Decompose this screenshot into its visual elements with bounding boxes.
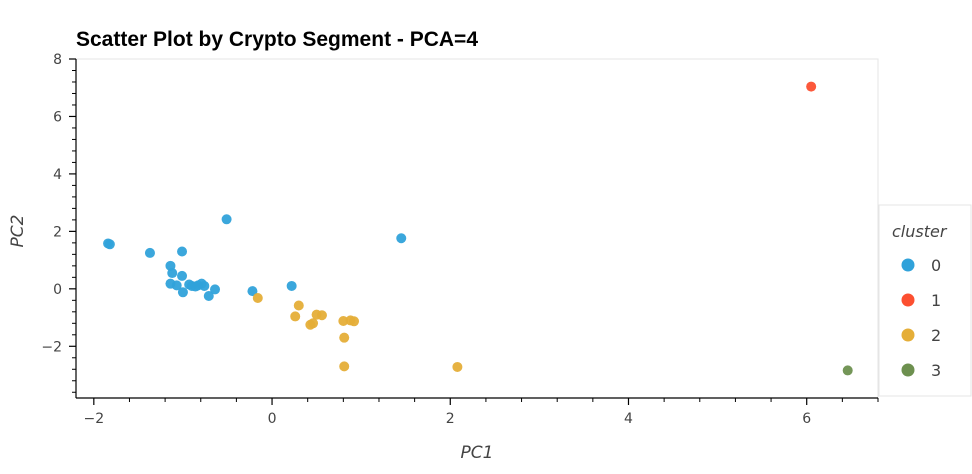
legend-label: 3 <box>931 361 941 380</box>
data-point-cluster-0 <box>104 239 115 250</box>
y-tick-label: 4 <box>53 167 62 183</box>
data-point-cluster-0 <box>286 280 297 291</box>
data-point-cluster-0 <box>167 268 178 279</box>
chart-title: Scatter Plot by Crypto Segment - PCA=4 <box>76 28 478 51</box>
y-axis: −2 0 2 4 6 8 <box>41 52 77 398</box>
legend-swatch <box>901 363 915 377</box>
data-point-cluster-0 <box>396 233 407 244</box>
x-tick-label: 4 <box>624 411 633 427</box>
y-axis-label: PC2 <box>8 215 28 248</box>
data-point-cluster-0 <box>177 246 188 257</box>
y-tick-label: 0 <box>53 282 62 298</box>
data-point-cluster-2 <box>316 310 327 321</box>
data-point-cluster-0 <box>247 286 258 297</box>
x-tick-label: 6 <box>802 411 811 427</box>
data-point-cluster-0 <box>144 247 155 258</box>
data-point-cluster-2 <box>452 361 463 372</box>
legend-box <box>878 204 972 397</box>
x-tick-label: −2 <box>84 411 105 427</box>
y-tick-label: 6 <box>53 109 62 125</box>
x-tick-label: 0 <box>268 411 277 427</box>
x-tick-label: 2 <box>446 411 455 427</box>
legend-title: cluster <box>892 222 948 241</box>
data-points <box>103 81 853 376</box>
y-tick-label: 2 <box>53 224 62 240</box>
legend-swatch <box>901 328 915 342</box>
data-point-cluster-2 <box>308 318 319 329</box>
data-point-cluster-0 <box>171 280 182 291</box>
data-point-cluster-2 <box>290 311 301 322</box>
data-point-cluster-2 <box>339 361 350 372</box>
plot-area <box>75 58 879 399</box>
data-point-cluster-2 <box>349 316 360 327</box>
legend-swatch <box>901 293 915 307</box>
data-point-cluster-0 <box>210 284 221 295</box>
data-point-cluster-2 <box>293 300 304 311</box>
data-point-cluster-0 <box>177 287 188 298</box>
y-tick-label: 8 <box>53 52 62 68</box>
x-axis-label: PC1 <box>461 443 494 463</box>
data-point-cluster-0 <box>199 280 210 291</box>
data-point-cluster-2 <box>252 293 263 304</box>
legend-label: 0 <box>931 256 941 275</box>
data-point-cluster-1 <box>806 81 817 92</box>
data-point-cluster-0 <box>203 291 214 302</box>
legend-label: 2 <box>931 326 941 345</box>
x-axis: −2 0 2 4 6 <box>76 397 879 427</box>
data-point-cluster-2 <box>338 316 349 327</box>
legend-swatch <box>901 258 915 272</box>
legend: cluster 0 1 2 3 <box>878 204 972 397</box>
y-tick-label: −2 <box>41 339 62 355</box>
data-point-cluster-0 <box>221 214 232 225</box>
legend-label: 1 <box>931 291 941 310</box>
data-point-cluster-2 <box>339 332 350 343</box>
data-point-cluster-3 <box>842 365 853 376</box>
data-point-cluster-0 <box>177 270 188 281</box>
